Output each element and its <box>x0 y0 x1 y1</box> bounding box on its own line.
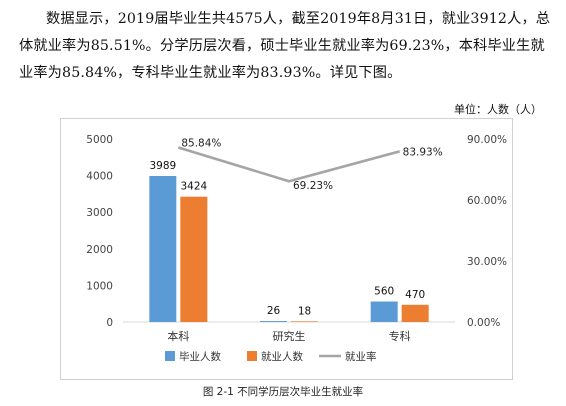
rate-line <box>177 146 401 183</box>
category-label: 研究生 <box>273 329 306 343</box>
legend-label: 就业率 <box>345 350 377 363</box>
legend-label: 就业人数 <box>261 350 303 363</box>
summary-paragraph: 数据显示，2019届毕业生共4575人，截至2019年8月31日，就业3912人… <box>19 6 553 87</box>
legend-label: 毕业人数 <box>179 350 221 363</box>
category-label: 专科 <box>389 329 411 343</box>
y-left-tick-label: 2000 <box>86 244 113 256</box>
bar-employed <box>180 196 208 322</box>
bar-value-label: 18 <box>298 305 311 317</box>
bar-graduates <box>260 321 287 322</box>
rate-value-label: 69.23% <box>293 180 333 192</box>
y-right-tick-label: 60.00% <box>467 195 507 207</box>
y-left-tick-label: 0 <box>106 317 113 329</box>
chart-svg: 0 1000 2000 3000 4000 5000 0.00% 30.00% 60.00% 90… <box>86 134 507 363</box>
employment-chart: 0 1000 2000 3000 4000 5000 0.00% 30.00% 60.00% 90… <box>60 118 513 380</box>
bar-employed <box>401 304 429 322</box>
bar-value-label: 3989 <box>149 160 176 172</box>
y-right-tick-label: 90.00% <box>467 134 507 146</box>
category-label: 本科 <box>167 329 189 343</box>
bar-value-label: 26 <box>267 305 281 317</box>
bar-employed <box>291 321 318 322</box>
bar-value-label: 560 <box>374 286 394 298</box>
bar-value-label: 470 <box>405 289 425 301</box>
rate-value-label: 85.84% <box>181 137 221 149</box>
figure-caption: 图 2-1 不同学历层次毕业生就业率 <box>202 386 364 398</box>
summary-line-1: 数据显示，2019届毕业生共4575人，截至2019年8月31日，就业3912人… <box>46 11 551 27</box>
summary-line-3: 业率为85.84%，专科毕业生就业率为83.93%。详见下图。 <box>19 65 402 81</box>
y-right-tick-label: 30.00% <box>467 256 507 268</box>
bar-value-label: 3424 <box>180 181 207 193</box>
bar-graduates <box>370 301 398 322</box>
rate-value-label: 83.93% <box>403 146 443 158</box>
y-left-tick-label: 3000 <box>86 207 113 219</box>
summary-line-2: 体就业率为85.51%。分学历层次看，硕士毕业生就业率为69.23%，本科毕业生… <box>19 38 545 54</box>
legend-swatch <box>165 351 175 361</box>
y-left-tick-label: 1000 <box>86 280 113 292</box>
unit-label: 单位：人数（人） <box>454 103 542 116</box>
y-left-tick-label: 5000 <box>86 134 113 146</box>
bar-graduates <box>149 176 177 322</box>
y-right-tick-label: 0.00% <box>467 317 500 329</box>
legend-swatch <box>247 351 257 361</box>
y-left-tick-label: 4000 <box>86 171 113 183</box>
